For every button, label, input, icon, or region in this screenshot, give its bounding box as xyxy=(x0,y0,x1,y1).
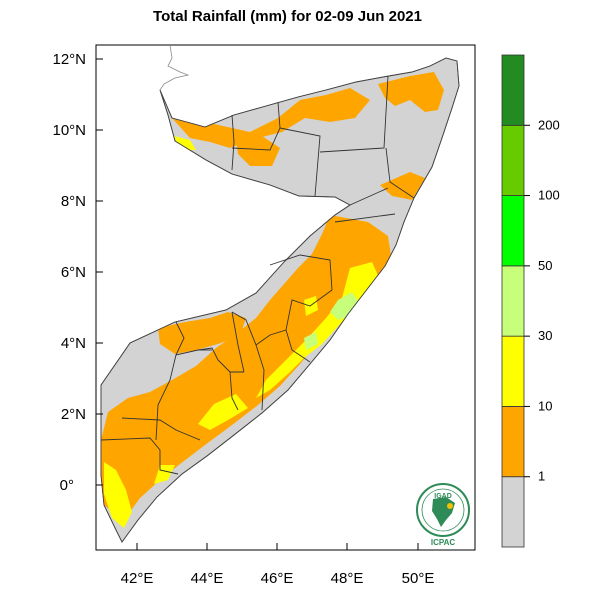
lon-label-48e: 48°E xyxy=(331,570,364,587)
legend-box xyxy=(501,124,525,196)
lat-label-4n: 4°N xyxy=(61,335,86,352)
lat-label-6n: 6°N xyxy=(61,264,86,281)
lat-label-12n: 12°N xyxy=(52,51,86,68)
lat-label-8n: 8°N xyxy=(61,193,86,210)
latitude-labels: 12°N 10°N 8°N 6°N 4°N 2°N 0° xyxy=(52,51,86,494)
lat-label-10n: 10°N xyxy=(52,122,86,139)
legend-label: 200 xyxy=(538,117,560,132)
lon-label-50e: 50°E xyxy=(402,570,435,587)
lon-label-46e: 46°E xyxy=(261,570,294,587)
legend-label: 1 xyxy=(538,469,545,484)
legend-box xyxy=(501,476,525,548)
legend-label: 10 xyxy=(538,398,552,413)
lat-label-2n: 2°N xyxy=(61,406,86,423)
legend-box xyxy=(501,335,525,407)
logo-bottom-text: ICPAC xyxy=(431,538,456,547)
axis-ticks xyxy=(96,58,419,550)
legend-label: 50 xyxy=(538,258,552,273)
legend-label: 100 xyxy=(538,188,560,203)
legend-box xyxy=(501,265,525,337)
legend-labels: 1 10 30 50 100 200 xyxy=(524,117,560,484)
icpac-logo: IGAD ICPAC xyxy=(416,483,470,547)
neighbour-border xyxy=(159,44,190,91)
legend-box xyxy=(501,195,525,267)
rainfall-legend: 1 10 30 50 100 200 xyxy=(501,54,560,548)
legend-color-boxes xyxy=(501,54,525,548)
lon-label-42e: 42°E xyxy=(121,570,154,587)
legend-label: 30 xyxy=(538,328,552,343)
lat-label-0: 0° xyxy=(60,477,74,494)
map-title: Total Rainfall (mm) for 02-09 Jun 2021 xyxy=(153,8,422,25)
legend-box xyxy=(501,406,525,478)
legend-box xyxy=(501,54,525,126)
longitude-labels: 42°E 44°E 46°E 48°E 50°E xyxy=(121,570,435,587)
somalia-landmass xyxy=(100,57,460,543)
lon-label-44e: 44°E xyxy=(191,570,224,587)
region-boundaries xyxy=(100,75,415,475)
logo-top-text: IGAD xyxy=(434,493,452,500)
rainfall-1-10mm xyxy=(101,72,444,520)
